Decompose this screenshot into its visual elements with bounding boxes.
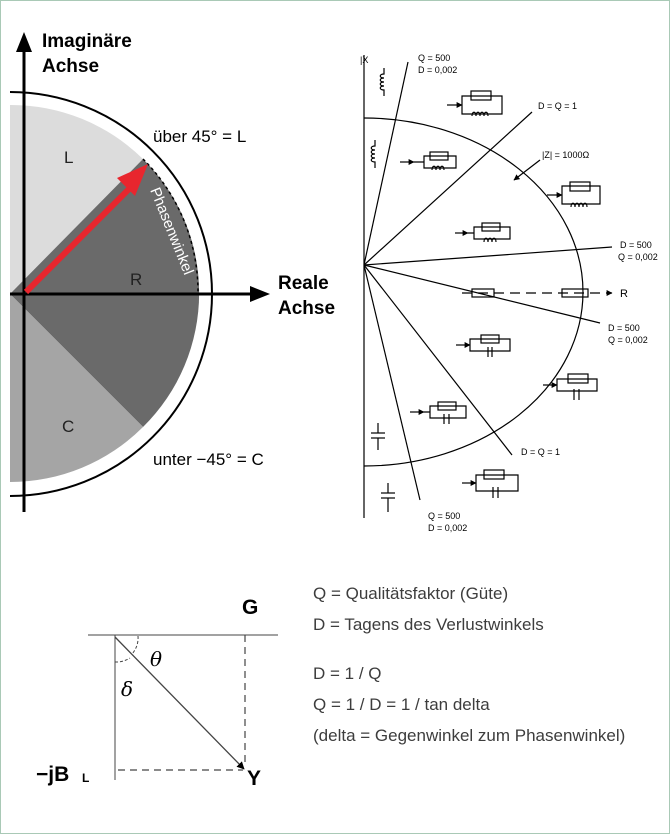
x-axis-label: |X xyxy=(360,55,368,65)
delta-arc xyxy=(114,657,131,663)
rc-parallel-symbol xyxy=(543,373,598,400)
line-dq1-top xyxy=(363,111,533,266)
rl-parallel-symbol xyxy=(400,151,457,171)
r-axis-label: R xyxy=(620,288,628,300)
delta-label: δ xyxy=(121,677,133,701)
legend: Q = Qualitätsfaktor (Güte) D = Tagens de… xyxy=(313,583,625,747)
region-l xyxy=(10,104,143,294)
q500-bottom-label-2: D = 0,002 xyxy=(428,523,467,533)
impedance-labels: |X R |Z| = 1000Ω Q = 500 D = 0,002 D = Q… xyxy=(360,53,658,533)
admittance-labels: G θ δ −jB L Y xyxy=(36,596,261,790)
imag-axis-label-2: Achse xyxy=(42,56,99,77)
coil-symbol xyxy=(370,140,376,168)
above-45-label: über 45° = L xyxy=(153,127,246,146)
imag-axis-arrowhead xyxy=(16,32,32,52)
dq1-top-label: D = Q = 1 xyxy=(538,101,577,111)
below-45-label: unter −45° = C xyxy=(153,450,264,469)
legend-line: Q = 1 / D = 1 / tan delta xyxy=(313,695,490,714)
region-c xyxy=(10,294,143,483)
q500-top-label-2: D = 0,002 xyxy=(418,65,457,75)
jb-subscript: L xyxy=(82,771,89,785)
d500-lower-label-2: Q = 0,002 xyxy=(608,335,648,345)
legend-line: Q = Qualitätsfaktor (Güte) xyxy=(313,584,509,603)
theta-label: θ xyxy=(150,647,162,671)
real-axis-label: Reale xyxy=(278,273,329,294)
theta-arc xyxy=(131,635,139,655)
z-label: |Z| = 1000Ω xyxy=(542,150,589,160)
real-axis-arrowhead xyxy=(250,286,270,302)
legend-gap xyxy=(313,636,625,663)
z-pointer xyxy=(513,159,541,181)
admittance-diagram xyxy=(88,634,278,780)
resistor-symbol xyxy=(561,288,589,298)
rc-parallel-symbol xyxy=(410,401,467,424)
real-axis-label-2: Achse xyxy=(278,298,335,319)
region-r-label: R xyxy=(130,270,142,289)
phase-arrowhead xyxy=(117,164,148,196)
d500-upper-label-2: Q = 0,002 xyxy=(618,252,658,262)
dq1-bottom-label: D = Q = 1 xyxy=(521,447,560,457)
rc-parallel-symbol xyxy=(456,334,511,357)
line-q500-bottom xyxy=(363,264,421,501)
capacitor-symbol xyxy=(371,423,385,450)
y-label: Y xyxy=(247,767,261,790)
line-q500-top xyxy=(363,61,409,266)
rl-parallel-symbol xyxy=(447,90,503,117)
rc-parallel-symbol xyxy=(462,469,519,498)
rl-parallel-symbol xyxy=(547,181,601,208)
capacitor-symbol xyxy=(381,483,395,512)
impedance-circle xyxy=(363,117,584,467)
phase-diagram: Imaginäre Achse Reale Achse L R C Phasen… xyxy=(9,31,335,512)
line-dq1-bottom xyxy=(363,264,513,456)
imag-axis-label: Imaginäre xyxy=(42,31,132,52)
q500-bottom-label: Q = 500 xyxy=(428,511,460,521)
q500-top-label: Q = 500 xyxy=(418,53,450,63)
region-l-label: L xyxy=(64,148,73,167)
coil-symbol xyxy=(379,68,385,96)
resistor-symbol xyxy=(471,288,495,298)
line-d500-lower xyxy=(363,264,601,324)
jb-label: −jB xyxy=(36,763,69,786)
d500-lower-label: D = 500 xyxy=(608,323,640,333)
g-label: G xyxy=(242,596,258,619)
legend-line: D = Tagens des Verlustwinkels xyxy=(313,615,544,634)
rl-parallel-symbol xyxy=(455,222,511,243)
d500-upper-label: D = 500 xyxy=(620,240,652,250)
phase-arc-dashed xyxy=(142,158,199,295)
legend-line: D = 1 / Q xyxy=(313,664,382,683)
region-c-label: C xyxy=(62,417,74,436)
y-vector xyxy=(114,636,245,770)
line-d500-upper xyxy=(363,246,613,266)
phase-arrow xyxy=(23,185,133,295)
impedance-diagram xyxy=(363,55,613,518)
legend-line: (delta = Gegenwinkel zum Phasenwinkel) xyxy=(313,726,626,745)
